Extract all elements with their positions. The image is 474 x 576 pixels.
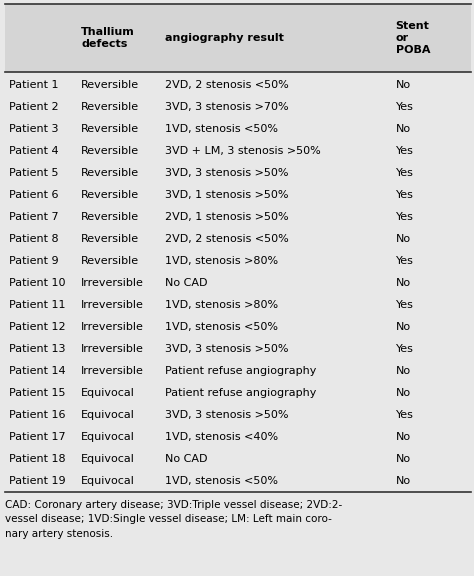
Text: Yes: Yes bbox=[396, 344, 413, 354]
Text: Reversible: Reversible bbox=[81, 168, 139, 178]
Text: Reversible: Reversible bbox=[81, 256, 139, 266]
Text: Equivocal: Equivocal bbox=[81, 476, 135, 486]
Text: No CAD: No CAD bbox=[165, 454, 208, 464]
Text: Reversible: Reversible bbox=[81, 212, 139, 222]
Text: Patient 14: Patient 14 bbox=[9, 366, 65, 376]
Text: Patient 7: Patient 7 bbox=[9, 212, 58, 222]
Text: 2VD, 1 stenosis >50%: 2VD, 1 stenosis >50% bbox=[165, 212, 289, 222]
Text: Reversible: Reversible bbox=[81, 102, 139, 112]
Text: 3VD, 3 stenosis >70%: 3VD, 3 stenosis >70% bbox=[165, 102, 289, 112]
Text: 1VD, stenosis >80%: 1VD, stenosis >80% bbox=[165, 256, 278, 266]
Text: No: No bbox=[396, 80, 410, 90]
Text: Patient 19: Patient 19 bbox=[9, 476, 65, 486]
Text: 1VD, stenosis <50%: 1VD, stenosis <50% bbox=[165, 476, 278, 486]
Text: Yes: Yes bbox=[396, 102, 413, 112]
Text: 3VD, 3 stenosis >50%: 3VD, 3 stenosis >50% bbox=[165, 410, 288, 420]
Text: CAD: Coronary artery disease; 3VD:Triple vessel disease; 2VD:2-: CAD: Coronary artery disease; 3VD:Triple… bbox=[5, 500, 342, 510]
Text: Reversible: Reversible bbox=[81, 234, 139, 244]
Text: Yes: Yes bbox=[396, 190, 413, 200]
Text: Equivocal: Equivocal bbox=[81, 388, 135, 398]
Text: Patient refuse angiography: Patient refuse angiography bbox=[165, 388, 316, 398]
Text: 1VD, stenosis >80%: 1VD, stenosis >80% bbox=[165, 300, 278, 310]
Text: Patient 11: Patient 11 bbox=[9, 300, 65, 310]
Text: Patient 5: Patient 5 bbox=[9, 168, 58, 178]
Text: Patient 8: Patient 8 bbox=[9, 234, 58, 244]
Text: Patient 17: Patient 17 bbox=[9, 432, 65, 442]
Text: Patient 6: Patient 6 bbox=[9, 190, 58, 200]
Text: 3VD, 3 stenosis >50%: 3VD, 3 stenosis >50% bbox=[165, 344, 288, 354]
Text: Thallium
defects: Thallium defects bbox=[81, 27, 135, 49]
Text: Reversible: Reversible bbox=[81, 124, 139, 134]
Text: Yes: Yes bbox=[396, 168, 413, 178]
Text: No: No bbox=[396, 454, 410, 464]
Text: Reversible: Reversible bbox=[81, 190, 139, 200]
Text: Patient 3: Patient 3 bbox=[9, 124, 58, 134]
Text: No: No bbox=[396, 124, 410, 134]
Text: Patient 12: Patient 12 bbox=[9, 322, 65, 332]
Text: No: No bbox=[396, 322, 410, 332]
Text: Yes: Yes bbox=[396, 256, 413, 266]
Text: Patient 18: Patient 18 bbox=[9, 454, 65, 464]
Text: Patient refuse angiography: Patient refuse angiography bbox=[165, 366, 316, 376]
Text: Irreversible: Irreversible bbox=[81, 322, 144, 332]
Text: Patient 16: Patient 16 bbox=[9, 410, 65, 420]
Text: No: No bbox=[396, 366, 410, 376]
Text: 2VD, 2 stenosis <50%: 2VD, 2 stenosis <50% bbox=[165, 234, 289, 244]
Bar bbox=[5, 4, 471, 72]
Text: 3VD, 3 stenosis >50%: 3VD, 3 stenosis >50% bbox=[165, 168, 288, 178]
Text: 1VD, stenosis <50%: 1VD, stenosis <50% bbox=[165, 124, 278, 134]
Text: Patient 9: Patient 9 bbox=[9, 256, 58, 266]
Text: 1VD, stenosis <40%: 1VD, stenosis <40% bbox=[165, 432, 278, 442]
Text: Patient 13: Patient 13 bbox=[9, 344, 65, 354]
Text: Patient 15: Patient 15 bbox=[9, 388, 65, 398]
Text: Stent
or
POBA: Stent or POBA bbox=[396, 21, 430, 55]
Text: Irreversible: Irreversible bbox=[81, 344, 144, 354]
Text: No: No bbox=[396, 388, 410, 398]
Text: angiography result: angiography result bbox=[165, 33, 284, 43]
Text: Patient 1: Patient 1 bbox=[9, 80, 58, 90]
Text: Patient 2: Patient 2 bbox=[9, 102, 58, 112]
Text: Yes: Yes bbox=[396, 410, 413, 420]
Text: Reversible: Reversible bbox=[81, 146, 139, 156]
Text: Patient 10: Patient 10 bbox=[9, 278, 65, 288]
Text: Yes: Yes bbox=[396, 212, 413, 222]
Text: Irreversible: Irreversible bbox=[81, 300, 144, 310]
Text: Irreversible: Irreversible bbox=[81, 278, 144, 288]
Text: 2VD, 2 stenosis <50%: 2VD, 2 stenosis <50% bbox=[165, 80, 289, 90]
Text: vessel disease; 1VD:Single vessel disease; LM: Left main coro-: vessel disease; 1VD:Single vessel diseas… bbox=[5, 514, 332, 525]
Text: 3VD, 1 stenosis >50%: 3VD, 1 stenosis >50% bbox=[165, 190, 288, 200]
Text: No: No bbox=[396, 476, 410, 486]
Text: No: No bbox=[396, 278, 410, 288]
Text: Patient 4: Patient 4 bbox=[9, 146, 58, 156]
Text: 1VD, stenosis <50%: 1VD, stenosis <50% bbox=[165, 322, 278, 332]
Text: Reversible: Reversible bbox=[81, 80, 139, 90]
Text: Yes: Yes bbox=[396, 300, 413, 310]
Text: 3VD + LM, 3 stenosis >50%: 3VD + LM, 3 stenosis >50% bbox=[165, 146, 320, 156]
Text: Irreversible: Irreversible bbox=[81, 366, 144, 376]
Text: No: No bbox=[396, 234, 410, 244]
Text: Equivocal: Equivocal bbox=[81, 454, 135, 464]
Text: No: No bbox=[396, 432, 410, 442]
Text: Yes: Yes bbox=[396, 146, 413, 156]
Text: nary artery stenosis.: nary artery stenosis. bbox=[5, 529, 113, 539]
Text: Equivocal: Equivocal bbox=[81, 410, 135, 420]
Text: Equivocal: Equivocal bbox=[81, 432, 135, 442]
Text: No CAD: No CAD bbox=[165, 278, 208, 288]
